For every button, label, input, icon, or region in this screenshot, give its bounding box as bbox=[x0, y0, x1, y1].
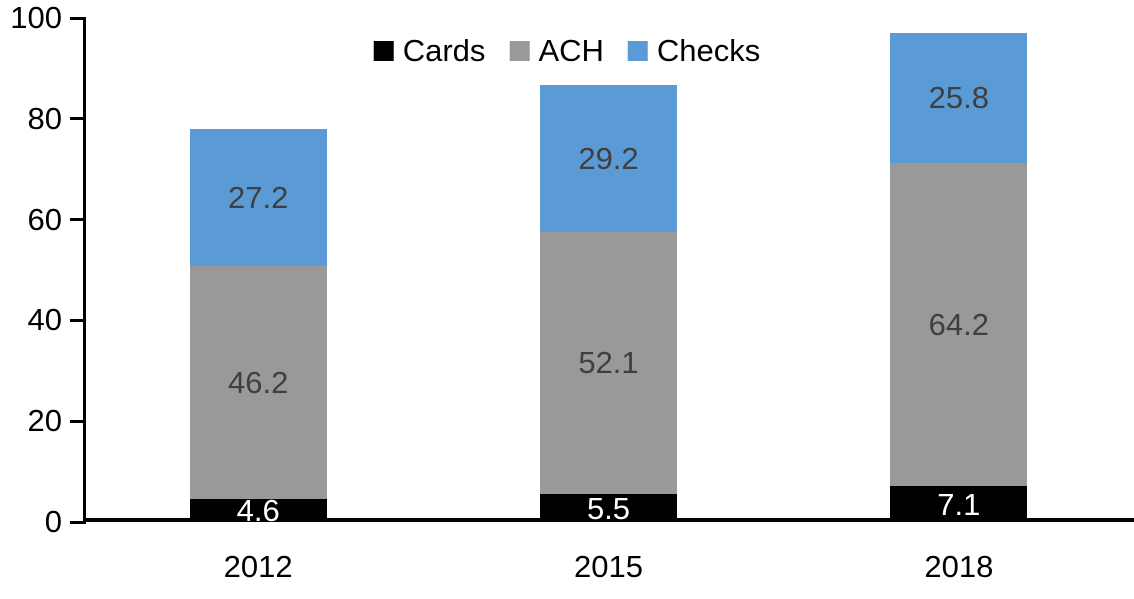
x-category-label: 2018 bbox=[924, 549, 994, 584]
data-label: 7.1 bbox=[937, 486, 981, 522]
data-label: 4.6 bbox=[236, 492, 280, 528]
legend: Cards ACH Checks bbox=[373, 33, 761, 68]
legend-swatch-icon bbox=[509, 40, 530, 61]
segment-checks-2018: 25.8 bbox=[890, 32, 1028, 163]
y-tick-label: 60 bbox=[27, 201, 62, 237]
legend-item-checks: Checks bbox=[627, 33, 761, 68]
segment-ach-2015: 52.1 bbox=[540, 231, 677, 495]
y-tick-mark bbox=[70, 520, 86, 524]
y-tick-mark bbox=[70, 419, 86, 423]
y-tick-label: 100 bbox=[10, 0, 62, 35]
legend-item-ach: ACH bbox=[509, 33, 604, 68]
data-label: 25.8 bbox=[928, 80, 989, 116]
stacked-bar-2018: 7.1 64.2 25.8 bbox=[890, 32, 1028, 522]
data-label: 52.1 bbox=[578, 345, 639, 381]
segment-checks-2015: 29.2 bbox=[540, 84, 677, 232]
legend-label: Checks bbox=[656, 33, 761, 68]
y-tick-label: 40 bbox=[27, 302, 62, 338]
stacked-bar-2012: 4.6 46.2 27.2 bbox=[189, 128, 327, 526]
y-tick-label: 20 bbox=[27, 403, 62, 439]
y-tick-mark bbox=[70, 117, 86, 121]
legend-item-cards: Cards bbox=[373, 33, 486, 68]
x-category-label: 2012 bbox=[223, 549, 293, 584]
segment-cards-2015: 5.5 bbox=[540, 490, 677, 526]
x-category-label: 2015 bbox=[574, 549, 643, 584]
segment-ach-2012: 46.2 bbox=[189, 265, 327, 499]
y-tick-mark bbox=[70, 318, 86, 322]
y-tick-label: 0 bbox=[44, 504, 62, 539]
segment-checks-2012: 27.2 bbox=[189, 128, 327, 266]
segment-ach-2018: 64.2 bbox=[890, 162, 1028, 487]
y-tick-mark bbox=[70, 218, 86, 222]
data-label: 29.2 bbox=[578, 140, 639, 176]
y-tick-mark bbox=[70, 16, 86, 20]
stacked-bar-2015: 5.5 52.1 29.2 bbox=[540, 84, 677, 526]
segment-cards-2018: 7.1 bbox=[890, 486, 1028, 522]
legend-label: Cards bbox=[402, 33, 486, 68]
segment-cards-2012: 4.6 bbox=[189, 495, 327, 526]
data-label: 64.2 bbox=[928, 306, 989, 342]
legend-swatch-icon bbox=[373, 40, 394, 61]
legend-label: ACH bbox=[538, 33, 604, 68]
data-label: 27.2 bbox=[227, 179, 289, 215]
data-label: 5.5 bbox=[586, 490, 631, 526]
data-label: 46.2 bbox=[227, 364, 289, 400]
y-tick-label: 80 bbox=[27, 100, 62, 136]
legend-swatch-icon bbox=[627, 40, 648, 61]
